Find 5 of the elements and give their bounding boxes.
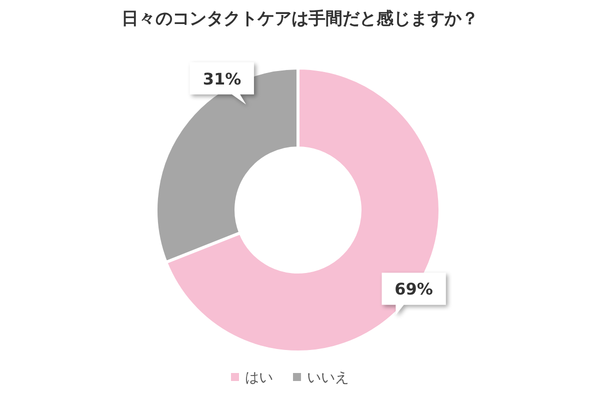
title: 日々のコンタクトケアは手間だと感じますか？ xyxy=(122,9,478,29)
legend-label: はい xyxy=(245,370,273,386)
data-label: 31% xyxy=(202,69,242,88)
legend-label: いいえ xyxy=(307,370,349,386)
data-label: 69% xyxy=(394,280,433,299)
